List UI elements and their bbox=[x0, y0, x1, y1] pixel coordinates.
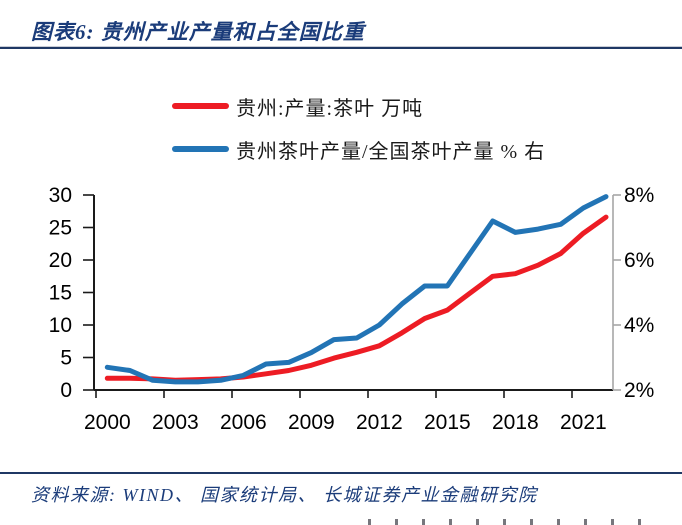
svg-text:0: 0 bbox=[60, 379, 72, 402]
clipped-text-fragments bbox=[368, 519, 648, 525]
svg-text:4%: 4% bbox=[624, 314, 654, 337]
svg-text:25: 25 bbox=[49, 217, 72, 240]
svg-text:15: 15 bbox=[49, 282, 72, 305]
svg-text:8%: 8% bbox=[624, 184, 654, 207]
chart-legend: 贵州:产量:茶叶 万吨 贵州茶叶产量/全国茶叶产量 % 右 bbox=[172, 94, 545, 180]
svg-text:5: 5 bbox=[60, 347, 72, 370]
svg-text:20: 20 bbox=[49, 249, 72, 272]
svg-text:2012: 2012 bbox=[356, 411, 403, 434]
svg-text:2015: 2015 bbox=[424, 411, 471, 434]
chart-title: 图表6: 贵州产业产量和占全国比重 bbox=[31, 20, 365, 44]
svg-text:6%: 6% bbox=[624, 249, 654, 272]
footer-rule bbox=[0, 472, 682, 474]
legend-label: 贵州茶叶产量/全国茶叶产量 % 右 bbox=[236, 140, 546, 163]
source-note: 资料来源: WIND、 国家统计局、 长城证券产业金融研究院 bbox=[31, 485, 538, 505]
svg-text:2000: 2000 bbox=[84, 411, 131, 434]
title-rule bbox=[0, 46, 682, 49]
svg-text:2009: 2009 bbox=[288, 411, 335, 434]
svg-text:2021: 2021 bbox=[560, 411, 607, 434]
svg-text:2%: 2% bbox=[624, 379, 654, 402]
legend-item-share: 贵州茶叶产量/全国茶叶产量 % 右 bbox=[172, 137, 546, 163]
red-line-swatch-icon bbox=[172, 103, 229, 109]
svg-text:2006: 2006 bbox=[220, 411, 267, 434]
blue-line-swatch-icon bbox=[172, 146, 229, 152]
legend-item-production: 贵州:产量:茶叶 万吨 bbox=[172, 94, 545, 120]
svg-text:2018: 2018 bbox=[492, 411, 539, 434]
svg-text:30: 30 bbox=[49, 184, 72, 207]
svg-text:10: 10 bbox=[49, 314, 72, 337]
svg-text:2003: 2003 bbox=[152, 411, 199, 434]
legend-label: 贵州:产量:茶叶 万吨 bbox=[236, 97, 424, 120]
